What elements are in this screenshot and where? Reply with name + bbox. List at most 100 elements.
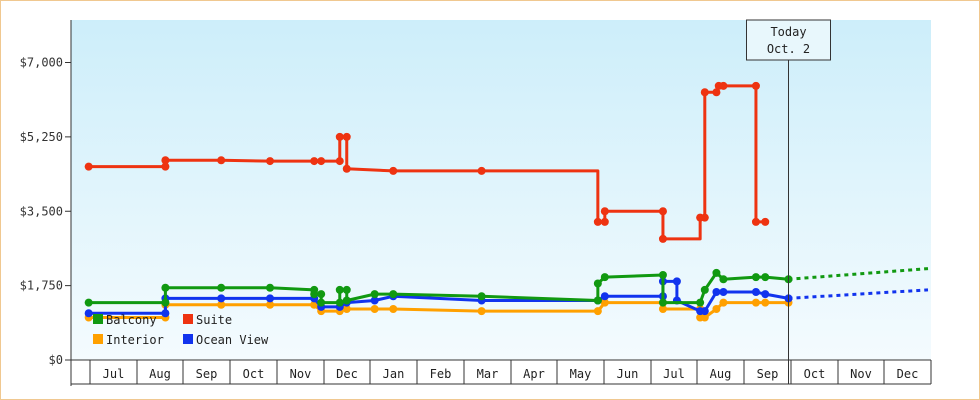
month-label: Jun — [617, 367, 639, 381]
month-label: Nov — [850, 367, 872, 381]
data-point — [342, 285, 351, 294]
month-label: Mar — [477, 367, 499, 381]
y-tick-label: $7,000 — [20, 56, 63, 70]
data-point — [761, 298, 770, 307]
data-point — [700, 307, 709, 316]
data-point — [161, 298, 170, 307]
data-point — [477, 292, 486, 301]
data-point — [370, 290, 379, 299]
data-point — [310, 157, 319, 166]
legend-swatch — [93, 334, 103, 344]
data-point — [84, 162, 93, 171]
data-point — [751, 81, 760, 90]
y-tick-label: $3,500 — [20, 204, 63, 218]
series-layer — [84, 81, 929, 322]
data-point — [712, 268, 721, 277]
data-point — [389, 305, 398, 313]
data-point — [84, 309, 93, 318]
data-point — [600, 298, 609, 307]
month-label: Aug — [710, 367, 732, 381]
data-point — [342, 164, 351, 173]
month-label: Aug — [149, 367, 171, 381]
legend-label: Interior — [106, 333, 164, 347]
data-point — [751, 217, 760, 226]
month-label: Feb — [430, 367, 452, 381]
data-point — [593, 279, 602, 288]
data-point — [712, 88, 721, 97]
data-point — [700, 213, 709, 222]
data-point — [593, 307, 602, 316]
data-point — [658, 234, 667, 243]
data-point — [266, 300, 275, 309]
data-point — [342, 296, 351, 305]
data-point — [317, 290, 326, 299]
month-label: Jul — [663, 367, 685, 381]
data-point — [217, 294, 226, 303]
month-label: Nov — [290, 367, 312, 381]
y-tick-label: $0 — [49, 353, 63, 367]
data-point — [342, 305, 351, 313]
legend-swatch — [183, 334, 193, 344]
data-point — [751, 288, 760, 296]
data-point — [370, 296, 379, 305]
today-marker: Today Oct. 2 — [746, 19, 831, 384]
month-label: Dec — [336, 367, 358, 381]
month-label: Dec — [897, 367, 919, 381]
legend-label: Suite — [196, 313, 232, 327]
data-point — [217, 156, 226, 165]
grid-layer: $0 $1,750 $3,500 $5,250 $7,000 Jul Aug Sep Oct No… — [20, 20, 932, 386]
data-point — [719, 298, 728, 307]
plot-background — [71, 20, 931, 360]
data-point — [217, 300, 226, 309]
today-date: Oct. 2 — [767, 42, 810, 56]
data-point — [335, 285, 344, 294]
data-point — [761, 273, 770, 282]
data-point — [761, 290, 770, 299]
data-point — [370, 305, 379, 313]
month-label: Sep — [757, 367, 779, 381]
data-point — [719, 81, 728, 90]
month-label: Jan — [383, 367, 405, 381]
month-label: Apr — [523, 367, 545, 381]
data-point — [719, 288, 728, 296]
data-point — [310, 290, 319, 299]
data-point — [266, 283, 275, 292]
data-point — [719, 275, 728, 284]
y-tick-label: $1,750 — [20, 279, 63, 293]
data-point — [161, 162, 170, 171]
data-point — [389, 290, 398, 299]
data-point — [658, 207, 667, 216]
data-point — [593, 296, 602, 305]
data-point — [317, 298, 326, 307]
data-point — [84, 298, 93, 307]
legend-label: Balcony — [106, 313, 157, 327]
legend-label: Ocean View — [196, 333, 269, 347]
data-point — [700, 88, 709, 97]
legend-swatch — [93, 314, 103, 324]
data-point — [658, 271, 667, 279]
data-point — [317, 157, 326, 166]
data-point — [696, 298, 705, 307]
data-point — [477, 166, 486, 175]
data-point — [712, 305, 721, 313]
month-label: Jul — [103, 367, 125, 381]
data-point — [335, 298, 344, 307]
data-point — [335, 157, 344, 166]
data-point — [593, 217, 602, 226]
data-point — [761, 217, 770, 226]
data-point — [600, 217, 609, 226]
data-point — [477, 307, 486, 316]
data-point — [600, 273, 609, 282]
data-point — [161, 283, 170, 292]
data-point — [672, 277, 681, 286]
data-point — [389, 166, 398, 175]
data-point — [751, 298, 760, 307]
data-point — [658, 298, 667, 307]
data-point — [217, 283, 226, 292]
data-point — [161, 156, 170, 165]
today-label: Today — [770, 25, 806, 39]
today-box — [746, 19, 831, 61]
data-point — [658, 305, 667, 313]
month-label: Oct — [804, 367, 826, 381]
